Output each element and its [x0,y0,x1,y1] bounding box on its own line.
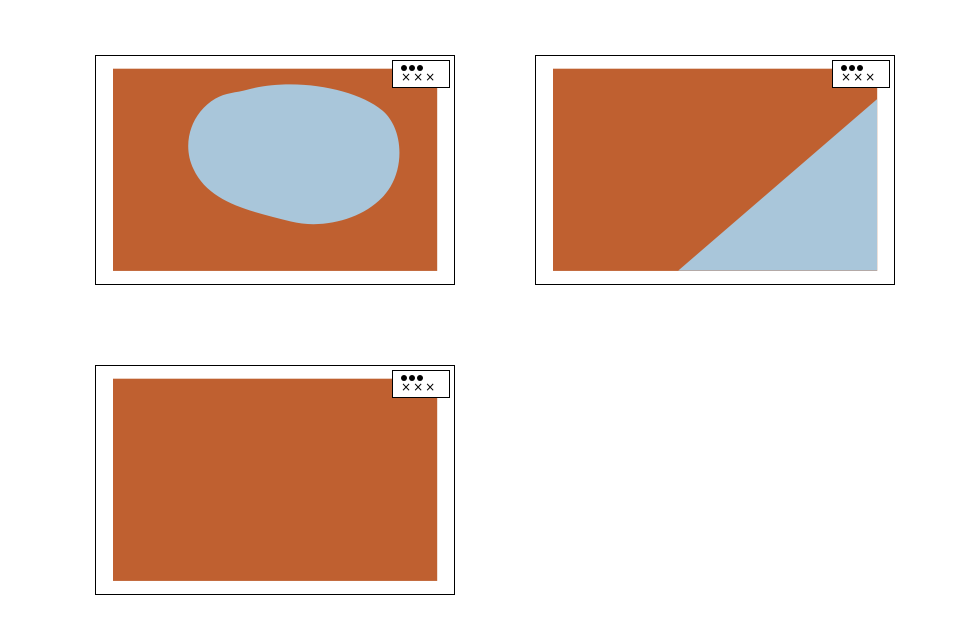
axes-svm: ××× [95,55,455,285]
subplot-dtree: ××× [95,365,455,595]
regions-logistic [536,56,894,284]
legend-dtree: ××× [392,370,450,398]
legend-row-cows: ××× [841,71,881,83]
axes-dtree: ××× [95,365,455,595]
legend-row-cows: ××× [401,71,441,83]
regions-dtree [96,366,454,594]
legend-logistic: ××× [832,60,890,88]
axes-logistic: ××× [535,55,895,285]
legend-row-cows: ××× [401,381,441,393]
legend-marker-cows: ××× [401,381,435,393]
subplot-svm: ××× [95,55,455,285]
figure: ××× [0,0,956,635]
legend-svm: ××× [392,60,450,88]
legend-marker-cows: ××× [401,71,435,83]
regions-svm [96,56,454,284]
subplot-logistic: ××× [535,55,895,285]
legend-marker-cows: ××× [841,71,875,83]
